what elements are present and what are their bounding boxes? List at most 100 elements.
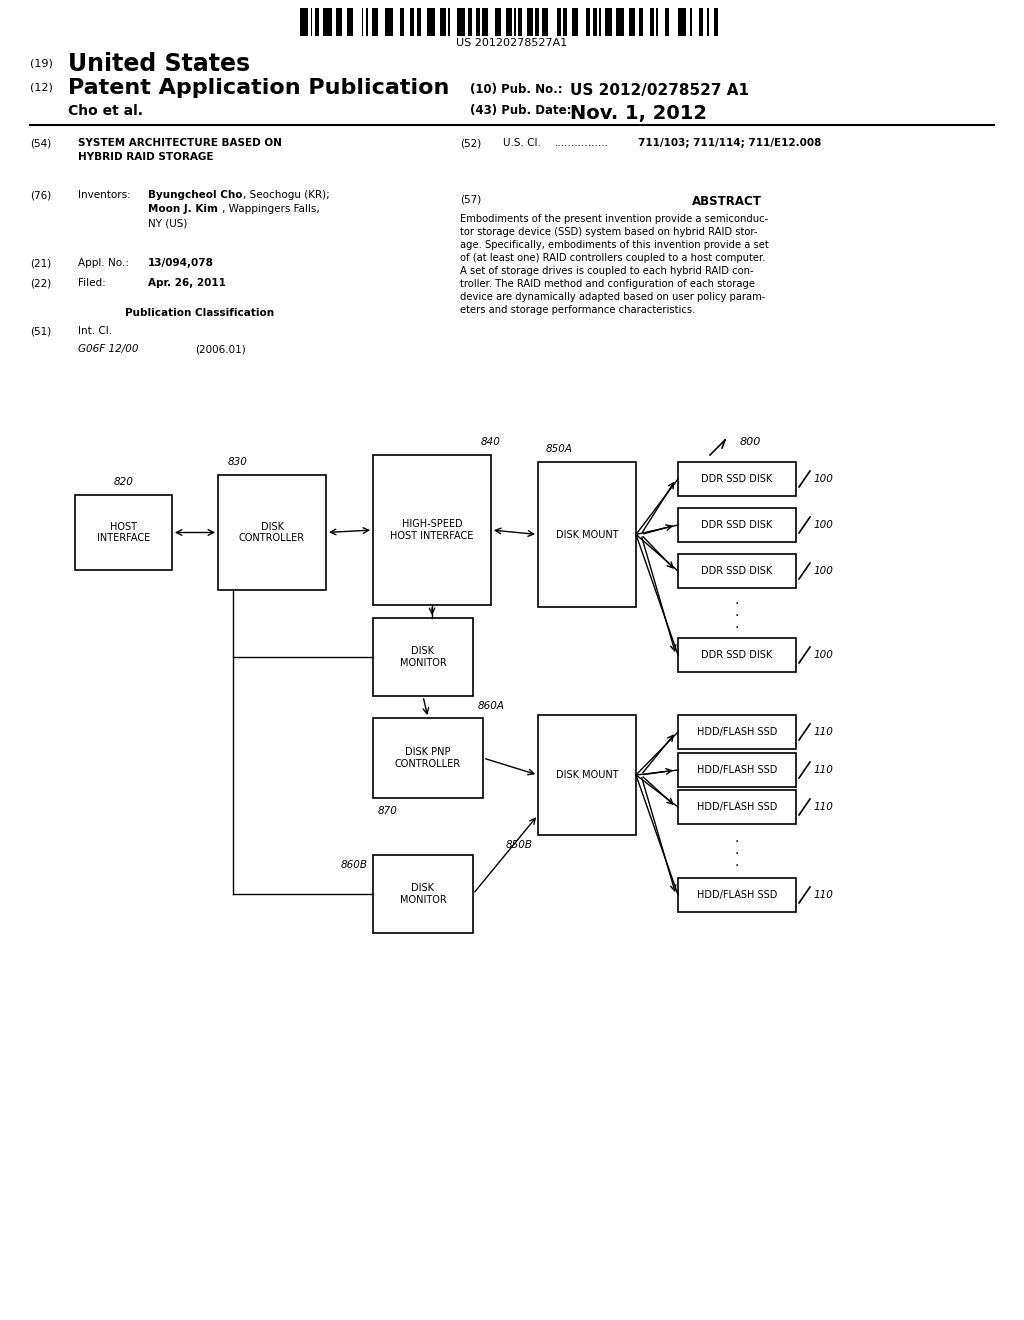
Text: NY (US): NY (US): [148, 218, 187, 228]
Text: (57): (57): [460, 195, 481, 205]
Bar: [399, 8, 403, 36]
Bar: [563, 8, 567, 36]
Bar: [457, 8, 465, 36]
Text: (2006.01): (2006.01): [195, 345, 246, 354]
Text: 830: 830: [228, 457, 248, 467]
Bar: [373, 618, 473, 696]
Text: DISK PNP
CONTROLLER: DISK PNP CONTROLLER: [395, 747, 461, 768]
Text: DDR SSD DISK: DDR SSD DISK: [701, 520, 773, 531]
Bar: [571, 8, 578, 36]
Text: U.S. Cl.: U.S. Cl.: [503, 139, 541, 148]
Bar: [678, 508, 796, 543]
Bar: [678, 878, 796, 912]
Bar: [599, 8, 601, 36]
Bar: [373, 718, 483, 799]
Text: device are dynamically adapted based on user policy param-: device are dynamically adapted based on …: [460, 292, 765, 302]
Text: (12): (12): [30, 83, 53, 92]
Bar: [373, 455, 490, 605]
Bar: [616, 8, 625, 36]
Text: Moon J. Kim: Moon J. Kim: [148, 205, 218, 214]
Text: HOST
INTERFACE: HOST INTERFACE: [97, 521, 151, 544]
Bar: [629, 8, 635, 36]
Text: HYBRID RAID STORAGE: HYBRID RAID STORAGE: [78, 152, 213, 162]
Text: (51): (51): [30, 326, 51, 337]
Bar: [714, 8, 718, 36]
Bar: [310, 8, 312, 36]
Text: (19): (19): [30, 58, 53, 69]
Bar: [678, 789, 796, 824]
Text: US 20120278527A1: US 20120278527A1: [457, 38, 567, 48]
Bar: [650, 8, 654, 36]
Bar: [678, 752, 796, 787]
Bar: [665, 8, 669, 36]
Text: tor storage device (SSD) system based on hybrid RAID stor-: tor storage device (SSD) system based on…: [460, 227, 758, 238]
Bar: [536, 8, 540, 36]
Text: DISK
CONTROLLER: DISK CONTROLLER: [239, 521, 305, 544]
Text: 110: 110: [814, 803, 834, 812]
Text: .: .: [735, 832, 739, 845]
Text: DISK
MONITOR: DISK MONITOR: [399, 883, 446, 904]
Text: 860B: 860B: [341, 861, 368, 870]
Text: 110: 110: [814, 766, 834, 775]
Bar: [678, 462, 796, 496]
Bar: [482, 8, 488, 36]
Text: Apr. 26, 2011: Apr. 26, 2011: [148, 279, 226, 288]
Text: 860A: 860A: [478, 701, 505, 711]
Bar: [690, 8, 692, 36]
Text: age. Specifically, embodiments of this invention provide a set: age. Specifically, embodiments of this i…: [460, 240, 769, 249]
Text: .: .: [735, 855, 739, 869]
Bar: [417, 8, 421, 36]
Bar: [314, 8, 318, 36]
Text: HDD/FLASH SSD: HDD/FLASH SSD: [696, 803, 777, 812]
Bar: [605, 8, 611, 36]
Bar: [538, 462, 636, 607]
Text: (52): (52): [460, 139, 481, 148]
Bar: [587, 8, 590, 36]
Bar: [324, 8, 332, 36]
Bar: [557, 8, 560, 36]
Text: HDD/FLASH SSD: HDD/FLASH SSD: [696, 727, 777, 737]
Text: 820: 820: [114, 477, 133, 487]
Bar: [496, 8, 501, 36]
Text: of (at least one) RAID controllers coupled to a host computer.: of (at least one) RAID controllers coupl…: [460, 253, 766, 263]
Text: Publication Classification: Publication Classification: [125, 308, 274, 318]
Bar: [514, 8, 516, 36]
Text: 110: 110: [814, 727, 834, 737]
Bar: [542, 8, 548, 36]
Text: DDR SSD DISK: DDR SSD DISK: [701, 649, 773, 660]
Bar: [361, 8, 364, 36]
Bar: [75, 495, 172, 570]
Text: US 2012/0278527 A1: US 2012/0278527 A1: [570, 83, 749, 98]
Bar: [506, 8, 512, 36]
Text: Appl. No.:: Appl. No.:: [78, 257, 129, 268]
Bar: [476, 8, 480, 36]
Bar: [678, 554, 796, 587]
Bar: [347, 8, 352, 36]
Bar: [336, 8, 342, 36]
Text: 100: 100: [814, 520, 834, 531]
Text: Int. Cl.: Int. Cl.: [78, 326, 112, 337]
Text: (43) Pub. Date:: (43) Pub. Date:: [470, 104, 571, 117]
Bar: [698, 8, 702, 36]
Text: 110: 110: [814, 890, 834, 900]
Bar: [518, 8, 522, 36]
Bar: [678, 8, 686, 36]
Text: .: .: [735, 843, 739, 857]
Bar: [678, 638, 796, 672]
Text: Cho et al.: Cho et al.: [68, 104, 143, 117]
Text: .: .: [735, 593, 739, 607]
Text: HDD/FLASH SSD: HDD/FLASH SSD: [696, 766, 777, 775]
Text: 711/103; 711/114; 711/E12.008: 711/103; 711/114; 711/E12.008: [638, 139, 821, 148]
Text: A set of storage drives is coupled to each hybrid RAID con-: A set of storage drives is coupled to ea…: [460, 267, 754, 276]
Bar: [411, 8, 415, 36]
Bar: [440, 8, 446, 36]
Bar: [300, 8, 308, 36]
Bar: [527, 8, 534, 36]
Text: Inventors:: Inventors:: [78, 190, 131, 201]
Text: ................: ................: [555, 139, 609, 148]
Text: 850A: 850A: [546, 444, 573, 454]
Text: , Seochogu (KR);: , Seochogu (KR);: [243, 190, 330, 201]
Text: (21): (21): [30, 257, 51, 268]
Text: 100: 100: [814, 566, 834, 576]
Bar: [449, 8, 451, 36]
